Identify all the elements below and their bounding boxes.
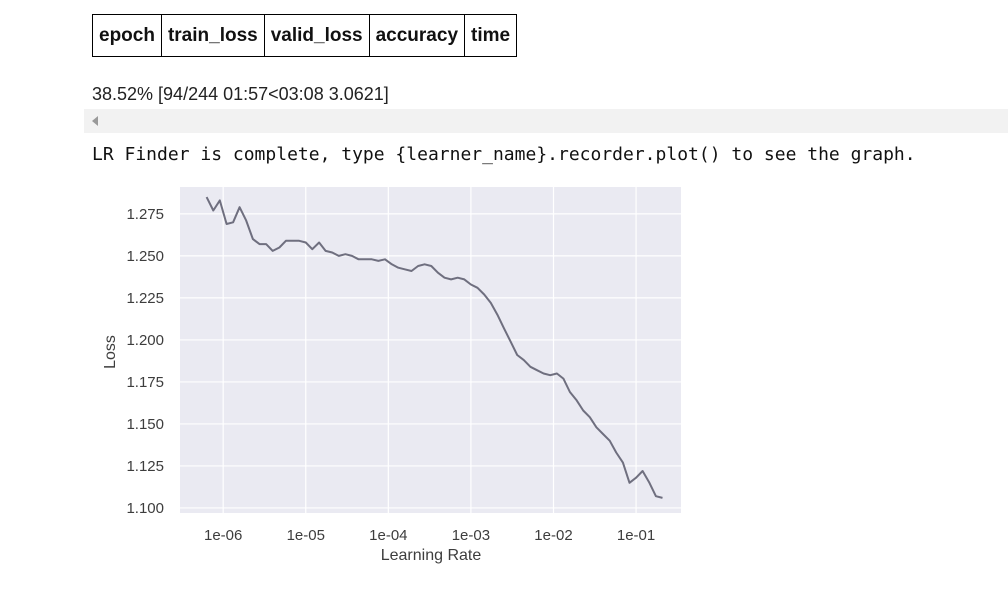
x-tick-label: 1e-06	[204, 527, 242, 544]
column-header-train-loss: train_loss	[160, 14, 265, 57]
y-tick-labels: 1.100 1.125 1.150 1.175 1.200 1.225 1.250 1.275	[126, 206, 164, 517]
column-header-epoch: epoch	[92, 14, 162, 57]
table-header-row: epoch train_loss valid_loss accuracy tim…	[92, 14, 518, 57]
y-tick-label: 1.250	[126, 248, 164, 265]
y-tick-label: 1.125	[126, 458, 164, 475]
y-axis-title: Loss	[102, 335, 119, 369]
progress-status: 38.52% [94/244 01:57<03:08 3.0621]	[92, 84, 389, 104]
horizontal-scrollbar[interactable]	[84, 109, 1008, 133]
column-header-accuracy: accuracy	[368, 14, 466, 57]
x-tick-label: 1e-03	[452, 527, 490, 544]
y-tick-label: 1.200	[126, 332, 164, 349]
y-tick-label: 1.225	[126, 290, 164, 307]
y-tick-label: 1.100	[126, 500, 164, 517]
loss-series-line	[205, 196, 663, 499]
y-tick-label: 1.150	[126, 416, 164, 433]
y-tick-label: 1.175	[126, 374, 164, 391]
plot-area	[180, 187, 681, 513]
metrics-table: epoch train_loss valid_loss accuracy tim…	[92, 14, 518, 57]
grid-lines	[180, 187, 681, 513]
x-tick-label: 1e-04	[369, 527, 407, 544]
x-tick-label: 1e-02	[534, 527, 572, 544]
x-tick-label: 1e-05	[287, 527, 325, 544]
x-tick-label: 1e-01	[617, 527, 655, 544]
x-tick-labels: 1e-06 1e-05 1e-04 1e-03 1e-02 1e-01	[204, 527, 655, 544]
chevron-left-icon[interactable]	[92, 116, 98, 126]
lr-finder-message: LR Finder is complete, type {learner_nam…	[92, 144, 916, 165]
x-axis-title: Learning Rate	[381, 547, 482, 564]
y-tick-label: 1.275	[126, 206, 164, 223]
column-header-time: time	[464, 14, 518, 57]
